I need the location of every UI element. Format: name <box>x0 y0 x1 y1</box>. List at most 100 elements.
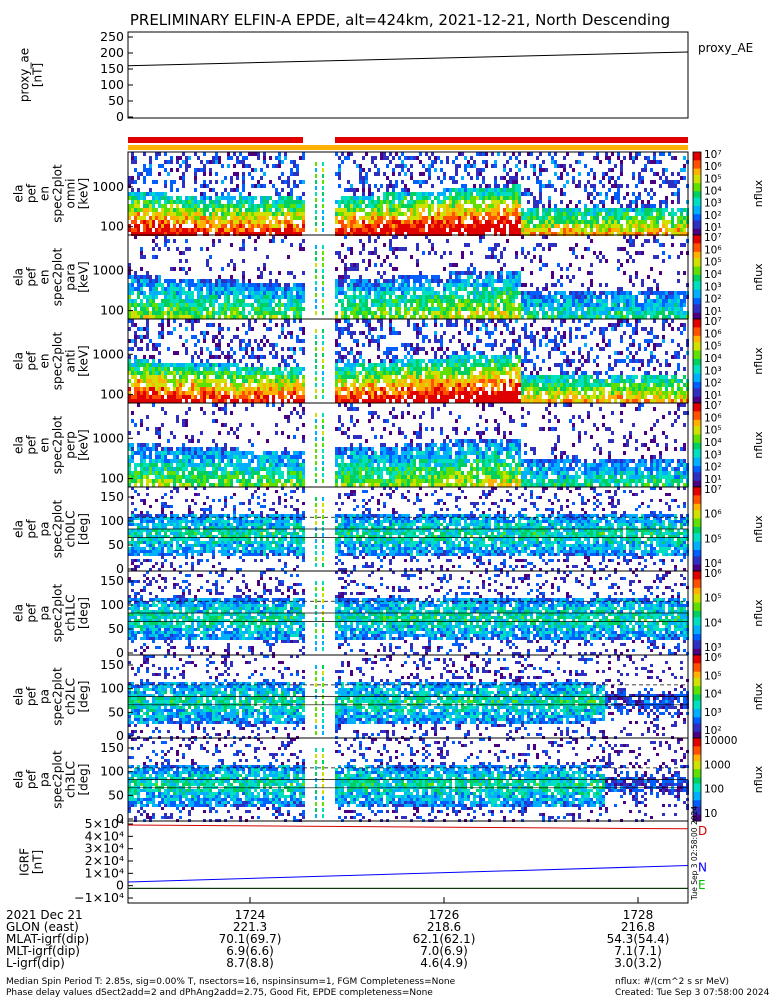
panel-ela-pef-en-spec2plot-anti: ela pef en spec2plot anti [keV]10⁷10⁶10⁵10⁴10… <box>12 316 765 404</box>
colorbar-tick-label: 10¹ <box>704 474 722 486</box>
orbit-row-label: MLT-igrf(dip) <box>6 944 80 958</box>
footer-line-1: Median Spin Period T: 2.85s, sig=0.00% T… <box>6 977 456 987</box>
orbit-row-label: L-igrf(dip) <box>6 956 65 970</box>
y-axis-label: ela <box>12 520 26 538</box>
x-tick-label: 1724 <box>234 908 266 922</box>
series-line-d <box>127 824 689 830</box>
y-tick-label: 0 <box>116 109 124 124</box>
y-tick-label: −1×10⁴ <box>74 890 124 905</box>
y-tick-label: 50 <box>108 787 124 802</box>
colorbar-tick-label: 10⁵ <box>704 257 722 269</box>
colorbar-tick-label: 10⁷ <box>704 400 722 412</box>
y-tick-label: 150 <box>100 657 124 672</box>
colorbar-tick-label: 10³ <box>704 707 722 719</box>
y-axis-label: pef <box>25 183 39 203</box>
colorbar-tick-label: 10⁷ <box>704 316 722 328</box>
series-label: D <box>698 824 707 838</box>
colorbar-tick-label: 10⁶ <box>704 509 722 521</box>
y-tick-label: 1×10⁴ <box>85 865 124 880</box>
y-axis-label: spec2plot <box>51 667 65 726</box>
colorbar-tick-label: 1000 <box>704 759 731 771</box>
y-tick-label: 100 <box>100 597 124 612</box>
footer-units: nflux: #/(cm^2 s sr MeV) <box>615 977 729 987</box>
colorbar-tick-label: 10³ <box>704 198 722 210</box>
colorbar-tick-label: 10⁷ <box>704 232 722 244</box>
colorbar-tick-label: 10⁴ <box>704 689 722 701</box>
y-axis-label: [keV] <box>77 178 91 209</box>
panel-frame <box>127 31 689 119</box>
orbit-value: 218.6 <box>426 920 462 934</box>
x-tick-label: 1728 <box>622 908 654 922</box>
y-tick-label: 100 <box>100 77 124 92</box>
y-axis-label: [keV] <box>77 345 91 376</box>
y-axis-label: spec2plot <box>51 331 65 390</box>
y-axis-label: ela <box>12 687 26 705</box>
y-tick-label: 2×10⁴ <box>85 853 124 868</box>
colorbar-tick-label: 10¹ <box>704 222 722 234</box>
y-axis-label: perp <box>64 431 78 459</box>
x-tick-label: 1726 <box>428 908 460 922</box>
series-label: proxy_AE <box>698 41 753 55</box>
colorbar-tick-label: 10⁶ <box>704 161 722 173</box>
y-tick-label: 100 <box>100 764 124 779</box>
colorbar-tick-label: 10⁶ <box>704 568 722 580</box>
y-tick-label: 100 <box>100 387 124 402</box>
colorbar-tick-label: 10³ <box>704 449 722 461</box>
panel-ela-pef-en-spec2plot-perp: ela pef en spec2plot perp [keV]10⁷10⁶10⁵10⁴10… <box>12 400 765 488</box>
colorbar-tick-label: 10⁷ <box>704 484 722 496</box>
y-tick-label: 0 <box>116 561 124 576</box>
colorbar-tick-label: 10¹ <box>704 390 722 402</box>
y-axis-label: ela <box>12 770 26 788</box>
colorbar-tick-label: 10 <box>704 808 717 820</box>
colorbar-tick-label: 10⁴ <box>704 437 722 449</box>
colorbar-label: nflux <box>752 765 765 793</box>
y-axis-label: spec2plot <box>51 583 65 642</box>
y-tick-label: 50 <box>108 537 124 552</box>
y-axis-label: ch0LC <box>64 511 78 548</box>
colorbar-label: nflux <box>752 179 765 207</box>
series-label: E <box>698 878 706 892</box>
y-tick-label: 100 <box>100 471 124 486</box>
y-tick-label: 100 <box>100 513 124 528</box>
y-axis-label: pa <box>38 606 52 621</box>
y-axis-label: [nT] <box>31 850 45 874</box>
y-tick-label: 100 <box>100 303 124 318</box>
colorbar-label: nflux <box>752 347 765 375</box>
y-axis-label: en <box>38 438 52 453</box>
colorbar-tick-label: 10⁵ <box>704 533 722 545</box>
colorbar-tick-label: 10¹ <box>704 306 722 318</box>
colorbar-tick-label: 10² <box>704 378 722 390</box>
orbit-value: 4.6(4.9) <box>420 956 468 970</box>
y-axis-label: [deg] <box>77 681 91 713</box>
y-axis-label: spec2plot <box>51 415 65 474</box>
y-axis-label: ela <box>12 268 26 286</box>
y-axis-label: spec2plot <box>51 750 65 809</box>
y-axis-label: [keV] <box>77 261 91 292</box>
colorbar-tick-label: 10⁵ <box>704 425 722 437</box>
quality-bar <box>128 145 688 150</box>
y-axis-label: [nT] <box>31 63 45 87</box>
colorbar-label: nflux <box>752 431 765 459</box>
colorbar-tick-label: 10⁴ <box>704 617 722 629</box>
y-tick-label: 1000 <box>92 346 124 361</box>
y-axis-label: ela <box>12 352 26 370</box>
colorbar-tick-label: 10⁵ <box>704 173 722 185</box>
side-stamp: Tue Sep 3 02:58:00 2024 <box>690 806 699 901</box>
series-label: N <box>698 861 707 875</box>
panel-ela-pef-pa-spec2plot-ch3LC: ela pef pa spec2plot ch3LC [deg]1000010001001… <box>12 735 766 826</box>
y-axis-label: pef <box>25 435 39 455</box>
y-tick-label: 3×10⁴ <box>85 841 124 856</box>
colorbar-tick-label: 10⁵ <box>704 341 722 353</box>
colorbar-tick-label: 10³ <box>704 365 722 377</box>
colorbar-tick-label: 10⁴ <box>704 269 722 281</box>
colorbar-tick-label: 10² <box>704 210 722 222</box>
y-axis-label: pa <box>38 689 52 704</box>
y-axis-label: omni <box>64 179 78 209</box>
orbit-row-label: 2021 Dec 21 <box>6 908 83 922</box>
y-tick-label: 150 <box>100 740 124 755</box>
colorbar-tick-label: 10² <box>704 462 722 474</box>
y-tick-label: 1000 <box>92 262 124 277</box>
colorbar-tick-label: 10⁴ <box>704 558 722 570</box>
